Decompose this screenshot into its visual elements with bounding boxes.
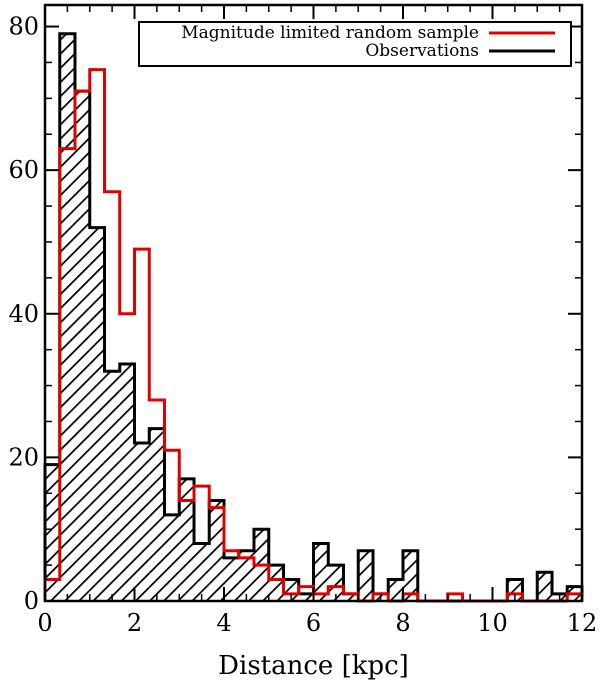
x-tick-label: 10 xyxy=(477,609,508,637)
legend-box xyxy=(138,21,572,67)
observations-bar xyxy=(224,557,239,601)
y-tick-label: 60 xyxy=(8,156,39,184)
observations-bar xyxy=(74,91,90,602)
legend-label: Magnitude limited random sample xyxy=(181,23,479,43)
observations-bar xyxy=(194,543,210,601)
observations-bar xyxy=(134,443,150,601)
observations-bar xyxy=(45,464,60,601)
observations-bar xyxy=(283,579,299,601)
observations-bar xyxy=(149,428,165,601)
x-tick-label: 12 xyxy=(567,609,598,637)
observations-bar xyxy=(179,478,195,601)
y-tick-label: 80 xyxy=(8,13,39,41)
observations-bar xyxy=(89,227,105,601)
y-tick-label: 20 xyxy=(8,443,39,471)
observations-bar xyxy=(209,500,224,601)
observations-bar xyxy=(268,565,284,601)
observations-bar xyxy=(537,572,553,601)
y-tick-label: 0 xyxy=(24,587,39,615)
observations-bar xyxy=(343,593,359,601)
legend-label: Observations xyxy=(365,41,479,61)
observations-bar xyxy=(313,543,329,601)
x-axis-title: Distance [kpc] xyxy=(218,651,409,681)
observations-bar xyxy=(164,514,180,601)
x-tick-label: 0 xyxy=(37,609,52,637)
observations-bar xyxy=(298,593,314,601)
observations-bar xyxy=(119,364,135,601)
x-tick-label: 6 xyxy=(306,609,321,637)
observations-bar xyxy=(104,371,120,601)
legend: Magnitude limited random sampleObservati… xyxy=(138,21,572,67)
observations-bar xyxy=(59,33,75,601)
plot-area: 0 2 4 6 8 10 12 0 20 40 60 80 xyxy=(8,3,598,637)
observations-bar xyxy=(388,579,403,601)
observations-bar xyxy=(358,550,374,601)
x-tick-label: 2 xyxy=(127,609,142,637)
observations-bar xyxy=(328,565,344,601)
observations-bar xyxy=(238,550,254,601)
x-tick-label: 4 xyxy=(216,609,231,637)
observations-bar xyxy=(507,579,523,601)
observations-bar xyxy=(403,550,418,601)
y-tick-label: 40 xyxy=(8,300,39,328)
x-tick-label: 8 xyxy=(395,609,410,637)
